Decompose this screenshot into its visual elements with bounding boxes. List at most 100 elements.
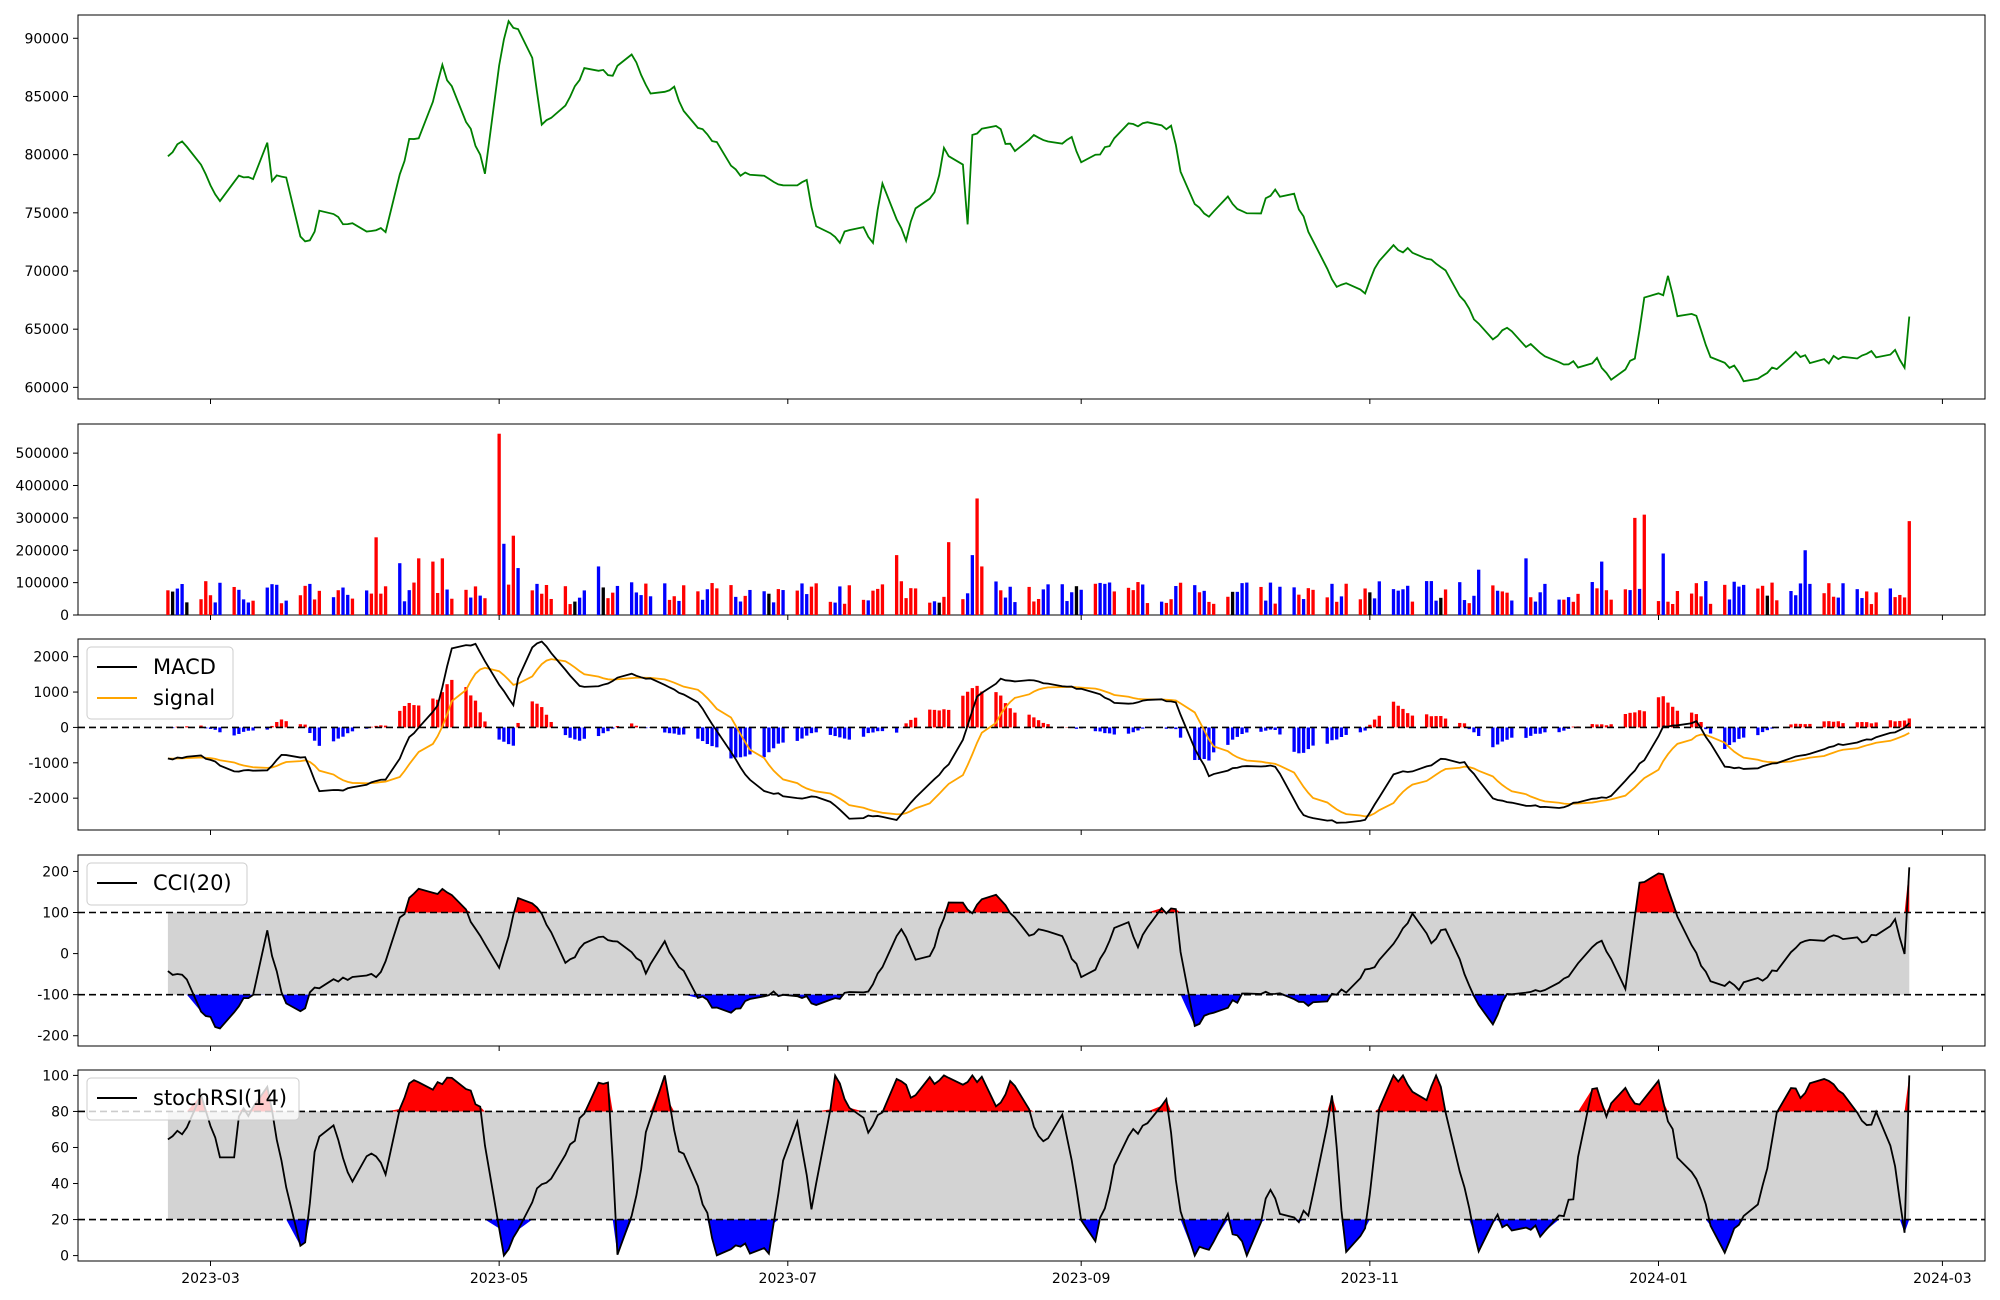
volume-bar	[814, 583, 818, 615]
volume-bar	[1775, 600, 1779, 615]
volume-bar	[1609, 599, 1613, 615]
volume-bar	[1458, 582, 1462, 615]
volume-bar	[1202, 590, 1206, 615]
price-ytick-label: 75000	[24, 206, 69, 222]
volume-bar	[880, 584, 885, 615]
volume-bar	[1637, 588, 1642, 615]
volume-bar	[511, 535, 515, 615]
macd-hist-bar	[677, 727, 681, 735]
volume-bar	[994, 581, 998, 615]
volume-bar	[1178, 582, 1183, 615]
volume-bar	[1306, 588, 1310, 615]
volume-bar	[1865, 591, 1869, 615]
macd-hist-bar	[1410, 715, 1415, 728]
macd-hist-bar	[1855, 722, 1859, 728]
macd-hist-bar	[199, 725, 203, 728]
macd-hist-bar	[1510, 727, 1514, 738]
macd-hist-bar	[582, 727, 586, 739]
volume-bar	[1240, 583, 1244, 615]
macd-hist-bar	[379, 725, 383, 728]
x-tick-label: 2024-03	[1913, 1271, 1972, 1287]
macd-hist-bar	[1628, 712, 1632, 728]
macd-hist-bar	[1893, 721, 1897, 728]
volume-bar	[876, 588, 880, 615]
volume-bar	[497, 433, 501, 615]
volume-bar	[639, 595, 643, 615]
volume-ytick-label: 300000	[16, 511, 69, 527]
volume-bar	[1126, 587, 1131, 615]
volume-bar	[1036, 598, 1041, 615]
macd-hist-bar	[1207, 727, 1211, 761]
volume-bar	[1888, 588, 1893, 615]
macd-hist-bar	[705, 727, 710, 744]
volume-bar	[1694, 583, 1698, 615]
macd-hist-bar	[1557, 727, 1561, 733]
volume-bar	[506, 584, 511, 615]
volume-bar	[601, 587, 605, 615]
volume-bar	[1727, 599, 1732, 615]
volume-bar	[1368, 592, 1372, 615]
volume-bar	[1505, 592, 1509, 615]
volume-bar	[871, 590, 875, 615]
macd-hist-bar	[729, 727, 733, 759]
macd-hist-bar	[596, 727, 601, 737]
volume-bar	[611, 592, 615, 615]
macd-hist-bar	[847, 727, 851, 740]
macd-hist-bar	[511, 727, 515, 746]
macd-legend: MACD signal	[86, 646, 234, 720]
volume-bar	[677, 600, 681, 615]
volume-bar	[1689, 593, 1694, 615]
macd-hist-bar	[1907, 718, 1911, 728]
macd-hist-bar	[1107, 727, 1112, 734]
volume-bar	[1798, 583, 1803, 615]
macd-hist-bar	[606, 727, 610, 732]
legend-label: stochRSI(14)	[153, 1086, 287, 1110]
macd-hist-bar	[412, 705, 416, 728]
volume-bar	[644, 583, 648, 615]
volume-bar	[1462, 600, 1467, 615]
macd-hist-bar	[1396, 705, 1400, 728]
stochrsi-ytick-label: 60	[51, 1140, 69, 1156]
volume-bar	[682, 585, 686, 615]
volume-bar	[961, 599, 965, 615]
volume-bar	[1339, 596, 1344, 615]
macd-hist-bar	[1013, 712, 1017, 728]
macd-ytick-label: -2000	[28, 791, 69, 807]
macd-hist-bar	[748, 727, 752, 755]
macd-hist-bar	[516, 722, 520, 728]
cci-oversold-fill	[167, 994, 1910, 1029]
volume-bar	[1822, 593, 1826, 615]
volume-bar	[1566, 597, 1571, 615]
volume-bar	[1060, 584, 1064, 615]
volume-bar	[700, 599, 705, 615]
volume-bar	[284, 600, 288, 615]
macd-hist-bar	[1590, 724, 1594, 728]
volume-bar	[544, 584, 549, 615]
volume-bar	[440, 558, 445, 615]
volume-bar	[1491, 585, 1495, 615]
macd-hist-bar	[1377, 715, 1381, 728]
macd-hist-bar	[1401, 708, 1405, 728]
volume-bar	[805, 594, 809, 615]
volume-bar	[1046, 584, 1050, 615]
volume-bar	[606, 598, 610, 615]
price-ytick-label: 85000	[24, 89, 69, 105]
macd-hist-bar	[1264, 727, 1268, 731]
macd-hist-bar	[1003, 703, 1008, 728]
volume-bar	[1562, 599, 1566, 615]
volume-bar	[781, 590, 785, 615]
macd-hist-bar	[341, 727, 345, 737]
x-tick-label: 2023-11	[1341, 1271, 1400, 1287]
volume-bar	[970, 555, 974, 615]
volume-bar	[1633, 517, 1637, 615]
volume-bar	[596, 566, 601, 615]
macd-hist-bar	[1193, 727, 1197, 761]
macd-hist-bar	[1273, 727, 1277, 730]
volume-bar	[213, 602, 217, 615]
volume-bar	[369, 593, 374, 615]
macd-hist-bar	[871, 727, 875, 733]
macd-hist-bar	[1727, 727, 1732, 745]
macd-hist-bar	[1259, 727, 1263, 732]
macd-hist-bar	[1765, 727, 1769, 731]
